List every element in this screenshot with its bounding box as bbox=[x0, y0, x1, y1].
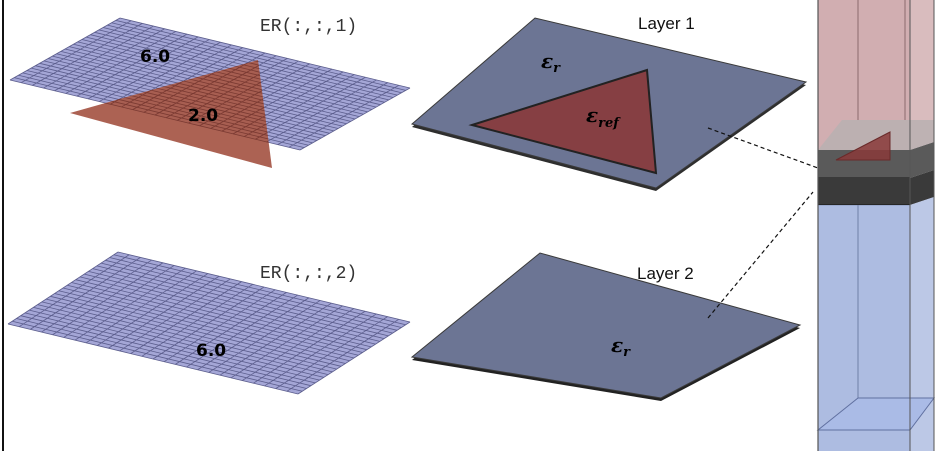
column-top-side-face bbox=[910, 0, 934, 150]
layer-1-eps-ref-label: εref bbox=[586, 103, 621, 131]
grid-line bbox=[41, 301, 333, 373]
column-layer-2-slab bbox=[818, 170, 934, 205]
grid-line bbox=[266, 79, 377, 143]
layer-1-plate: Layer 1 εr εref bbox=[410, 14, 808, 191]
grid-line bbox=[20, 315, 312, 387]
er-grid-1-inner-value: 2.0 bbox=[188, 106, 218, 126]
grid-line bbox=[62, 287, 355, 359]
grid-line bbox=[286, 318, 399, 392]
grid-line bbox=[58, 290, 350, 362]
layer-2-plate-top bbox=[410, 252, 802, 399]
grid-line bbox=[70, 77, 272, 149]
grid-line bbox=[230, 305, 343, 379]
grid-line bbox=[208, 300, 321, 373]
er-grid-2-value: 6.0 bbox=[196, 341, 226, 361]
grid-line bbox=[50, 295, 342, 367]
grid-line bbox=[232, 71, 272, 135]
er-grid-1-outer-value: 6.0 bbox=[140, 47, 170, 67]
layer-1-eps-r-label: εr bbox=[541, 49, 561, 76]
grid-line bbox=[70, 79, 272, 151]
connector-layer-2 bbox=[707, 191, 814, 319]
grid-line bbox=[264, 313, 377, 387]
layer-1-reference-triangle bbox=[468, 68, 658, 175]
grid-line bbox=[45, 298, 337, 370]
grid-line bbox=[199, 63, 272, 127]
connector-layer-1 bbox=[707, 127, 819, 169]
grid-line bbox=[299, 87, 411, 151]
grid-line bbox=[242, 308, 355, 381]
grid-line bbox=[24, 312, 316, 384]
grid-line bbox=[175, 292, 287, 365]
grid-line bbox=[288, 84, 400, 148]
layer-2-title: Layer 2 bbox=[637, 264, 694, 283]
grid-line bbox=[54, 293, 346, 364]
device-column-3d bbox=[816, 0, 935, 451]
er-grid-layer-1: ER(:,:,1) 6.0 2.0 bbox=[9, 17, 411, 168]
column-bottom-front-face bbox=[818, 205, 910, 451]
grid-line bbox=[7, 323, 299, 395]
grid-line bbox=[33, 306, 324, 378]
er-grid-2-lines bbox=[7, 251, 411, 395]
grid-line bbox=[163, 289, 276, 363]
grid-line bbox=[244, 74, 272, 137]
column-top-front-face bbox=[818, 0, 910, 150]
grid-line bbox=[165, 60, 272, 119]
er-grid-layer-2: ER(:,:,2) 6.0 bbox=[7, 251, 411, 395]
grid-line bbox=[275, 316, 388, 389]
grid-line bbox=[221, 68, 272, 132]
column-triangle bbox=[835, 131, 891, 161]
grid-line bbox=[37, 304, 329, 376]
layer-2-eps-r-label: εr bbox=[611, 333, 631, 360]
grid-line bbox=[70, 74, 272, 146]
grid-line bbox=[253, 310, 366, 384]
er-grid-1-label: ER(:,:,1) bbox=[260, 17, 357, 37]
grid-line bbox=[16, 318, 307, 389]
grid-line bbox=[255, 76, 366, 140]
layer-1-title: Layer 1 bbox=[638, 14, 695, 33]
grid-line bbox=[12, 320, 303, 392]
grid-line bbox=[197, 297, 310, 371]
grid-line bbox=[277, 82, 388, 145]
er-grid-2-label: ER(:,:,2) bbox=[260, 264, 357, 284]
column-bottom-side-face bbox=[910, 197, 934, 451]
grid-line bbox=[188, 60, 272, 124]
layer-2-plate: Layer 2 εr bbox=[410, 252, 802, 401]
grid-line bbox=[29, 309, 320, 381]
grid-line bbox=[186, 294, 298, 368]
column-layer-1-top bbox=[818, 120, 934, 150]
grid-line bbox=[297, 321, 411, 395]
grid-line bbox=[219, 302, 332, 376]
